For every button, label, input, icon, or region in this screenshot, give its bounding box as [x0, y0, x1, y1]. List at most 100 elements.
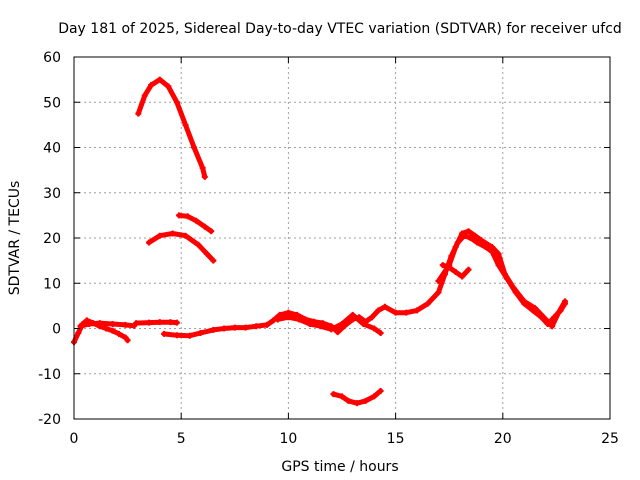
data-point: [165, 83, 172, 90]
data-point: [203, 250, 210, 257]
data-point: [156, 319, 163, 326]
data-point: [521, 298, 528, 305]
data-point: [369, 314, 376, 321]
data-point: [306, 320, 313, 327]
data-point: [201, 173, 208, 180]
series-arc-25: [176, 212, 214, 234]
data-point: [135, 110, 142, 117]
data-point: [199, 164, 206, 171]
data-point: [96, 320, 103, 327]
data-point: [221, 325, 228, 332]
data-point: [465, 228, 472, 235]
x-tick-label: 15: [387, 431, 405, 447]
x-axis-label: GPS time / hours: [281, 459, 398, 475]
y-tick-label: -20: [38, 412, 61, 428]
data-point: [274, 316, 281, 323]
data-point: [435, 277, 442, 284]
y-tick-label: 60: [43, 50, 61, 66]
data-point: [141, 92, 148, 99]
data-point: [459, 230, 466, 237]
data-point: [489, 244, 496, 251]
data-point: [439, 262, 446, 269]
data-point: [465, 266, 472, 273]
data-point: [133, 320, 140, 327]
data-point: [77, 323, 84, 330]
data-point: [109, 327, 116, 334]
x-tick-label: 5: [177, 431, 186, 447]
x-tick-label: 20: [494, 431, 512, 447]
x-tick-label: 25: [601, 431, 619, 447]
data-point: [210, 257, 217, 264]
data-point: [510, 284, 517, 291]
y-tick-label: 50: [43, 95, 61, 111]
data-point: [354, 400, 361, 407]
y-tick-label: 10: [43, 276, 61, 292]
data-point: [317, 323, 324, 330]
data-point: [156, 76, 163, 83]
data-point: [122, 321, 129, 328]
data-point: [371, 393, 378, 400]
data-point: [124, 337, 131, 344]
data-point: [339, 393, 345, 400]
tick-layer: 0 5 10 15 20 25 -20 -10 0 10 20 30 40 50 60: [38, 50, 619, 447]
data-point: [474, 239, 481, 246]
data-point: [201, 223, 208, 230]
y-axis-label: SDTVAR / TECUs: [7, 181, 23, 296]
data-point: [328, 326, 335, 333]
data-point: [435, 289, 442, 296]
x-tick-label: 0: [70, 431, 79, 447]
data-point: [176, 212, 183, 219]
data-point: [285, 314, 292, 321]
data-point: [392, 309, 399, 316]
data-point: [146, 319, 153, 326]
data-point: [253, 323, 260, 330]
data-point: [362, 397, 369, 404]
data-point: [542, 316, 549, 323]
data-point: [501, 271, 508, 278]
data-point: [330, 391, 337, 398]
data-point: [452, 244, 459, 251]
data-point: [371, 325, 378, 332]
data-point: [381, 303, 388, 310]
data-point: [86, 320, 93, 327]
data-point: [191, 144, 198, 151]
series-long-baseline: [161, 233, 568, 339]
data-point: [531, 305, 538, 312]
data-point: [549, 323, 556, 330]
data-point: [161, 330, 168, 337]
data-point: [471, 232, 478, 239]
data-point: [193, 217, 200, 224]
data-point: [103, 325, 110, 332]
data-point: [184, 213, 191, 220]
series-arc-peak-55: [135, 77, 208, 180]
x-tick-label: 10: [279, 431, 297, 447]
y-tick-label: 20: [43, 231, 61, 247]
data-point: [173, 99, 180, 106]
data-point: [210, 326, 217, 333]
data-point: [561, 298, 568, 305]
data-point: [377, 330, 384, 337]
data-point: [446, 264, 453, 271]
data-point: [242, 324, 249, 331]
data-point: [403, 309, 410, 316]
data-point: [208, 228, 215, 235]
data-point: [156, 232, 163, 239]
data-point: [495, 250, 502, 257]
y-tick-label: 40: [43, 141, 61, 157]
data-point: [377, 387, 384, 394]
data-point: [173, 319, 180, 326]
data-point: [452, 268, 459, 275]
data-point: [182, 121, 189, 128]
data-point: [173, 332, 180, 339]
data-point: [467, 235, 474, 241]
data-point: [555, 309, 562, 316]
data-point: [360, 320, 367, 327]
data-point: [148, 82, 155, 89]
data-point: [116, 330, 123, 337]
series-layer: [71, 76, 568, 407]
data-point: [349, 311, 356, 318]
data-point: [345, 397, 352, 404]
y-tick-label: -10: [38, 367, 61, 383]
data-point: [339, 320, 345, 327]
